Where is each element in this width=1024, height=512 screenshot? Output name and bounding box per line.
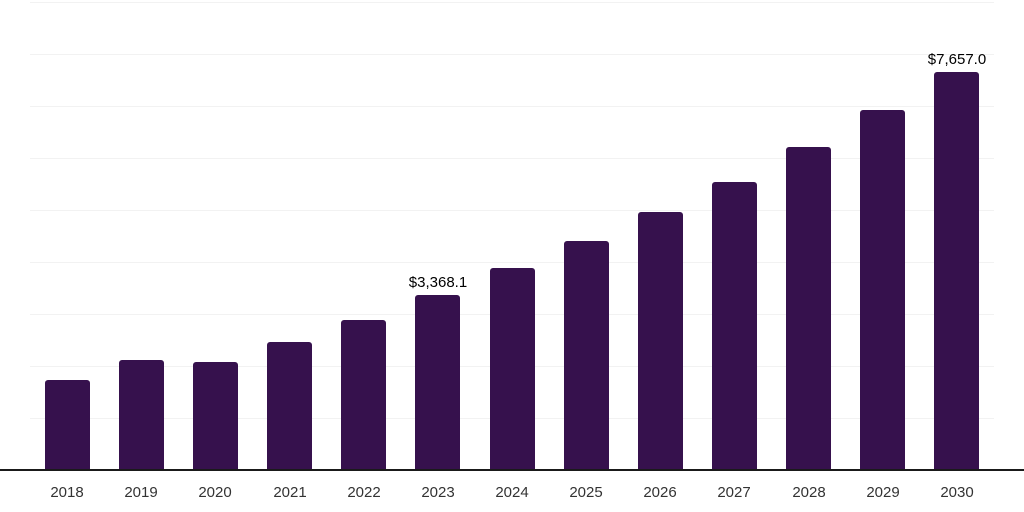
bar-2027 [712,182,757,470]
bar-2026 [638,212,683,470]
x-tick-label-2022: 2022 [347,484,381,501]
x-tick-label-2030: 2030 [940,484,974,501]
gridline-5000 [30,210,994,211]
bar-2029 [860,110,905,470]
plot-area: $3,368.1 $7,657.0 [30,0,994,470]
gridline-9000 [30,2,994,3]
data-label-2023: $3,368.1 [408,274,468,291]
gridline-4000 [30,262,994,263]
bar-2021 [267,342,312,470]
x-tick-label-2023: 2023 [421,484,455,501]
bar-2025 [564,241,609,470]
bar-2022 [341,320,386,470]
gridline-7000 [30,106,994,107]
data-label-2030: $7,657.0 [927,51,987,68]
bar-2028 [786,147,831,470]
x-axis-line [0,469,1024,471]
x-tick-label-2026: 2026 [643,484,677,501]
x-tick-label-2025: 2025 [569,484,603,501]
x-tick-label-2024: 2024 [495,484,529,501]
bar-2023 [415,295,460,470]
x-tick-label-2029: 2029 [866,484,900,501]
gridline-8000 [30,54,994,55]
x-tick-label-2028: 2028 [792,484,826,501]
x-tick-label-2019: 2019 [124,484,158,501]
bar-2020 [193,362,238,470]
bar-2024 [490,268,535,470]
bar-2018 [45,380,90,470]
x-axis-tick-labels: 2018 2019 2020 2021 2022 2023 2024 2025 2026 2027… [30,480,994,510]
x-tick-label-2020: 2020 [198,484,232,501]
x-tick-label-2027: 2027 [717,484,751,501]
x-tick-label-2021: 2021 [273,484,307,501]
gridline-6000 [30,158,994,159]
bar-2019 [119,360,164,470]
x-tick-label-2018: 2018 [50,484,84,501]
bar-2030 [934,72,979,470]
